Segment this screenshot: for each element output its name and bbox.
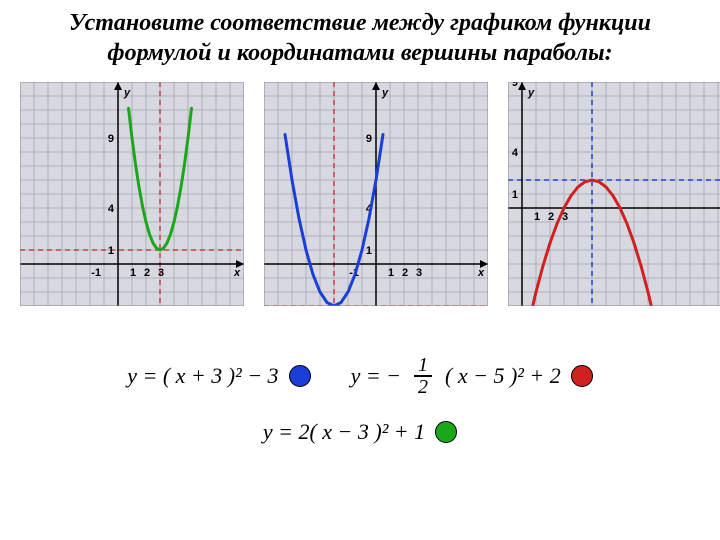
svg-text:x: x (477, 267, 485, 279)
svg-text:1: 1 (108, 245, 114, 257)
page-title: Установите соответствие между графиком ф… (0, 8, 720, 68)
formula-2-dot (571, 365, 593, 387)
formulas-container: y = ( x + 3 )² − 3 y = − 1 2 ( x − 5 )² … (0, 355, 720, 445)
svg-text:2: 2 (548, 211, 554, 223)
formula-1-text: y = ( x + 3 )² − 3 (127, 363, 278, 389)
svg-text:1: 1 (388, 267, 394, 279)
formula-1-dot (289, 365, 311, 387)
chart-3: -1123149xy (508, 82, 720, 311)
frac-den: 2 (414, 377, 432, 397)
svg-text:4: 4 (512, 147, 519, 159)
svg-text:y: y (381, 87, 389, 99)
formula-3-text: y = 2( x − 3 )² + 1 (263, 419, 425, 445)
svg-text:1: 1 (534, 211, 540, 223)
svg-text:9: 9 (366, 133, 372, 145)
frac-num: 1 (414, 355, 432, 377)
svg-text:1: 1 (130, 267, 136, 279)
svg-text:x: x (233, 267, 241, 279)
formula-1: y = ( x + 3 )² − 3 (127, 363, 310, 389)
svg-text:-1: -1 (91, 267, 101, 279)
chart-1: -1123149xy (20, 82, 244, 311)
svg-text:9: 9 (512, 82, 518, 89)
svg-text:2: 2 (144, 267, 150, 279)
svg-text:1: 1 (512, 189, 518, 201)
svg-text:y: y (123, 87, 131, 99)
formula-3-dot (435, 421, 457, 443)
svg-text:9: 9 (108, 133, 114, 145)
svg-text:1: 1 (366, 245, 372, 257)
svg-text:2: 2 (402, 267, 408, 279)
formula-2: y = − 1 2 ( x − 5 )² + 2 (351, 355, 593, 397)
chart-2: -1123149xy (264, 82, 488, 311)
charts-container: -1123149xy -1123149xy -1123149xy (20, 82, 720, 311)
formula-2-fraction: 1 2 (414, 355, 432, 397)
formula-2-before: y = − (351, 363, 401, 389)
formula-2-after: ( x − 5 )² + 2 (445, 363, 561, 389)
title-line-2: формулой и координатами вершины параболы… (107, 40, 612, 66)
svg-text:3: 3 (416, 267, 422, 279)
svg-text:y: y (527, 87, 535, 99)
formula-3: y = 2( x − 3 )² + 1 (263, 419, 457, 445)
title-line-1: Установите соответствие между графиком ф… (69, 10, 651, 36)
svg-text:3: 3 (158, 267, 164, 279)
svg-text:4: 4 (108, 203, 115, 215)
